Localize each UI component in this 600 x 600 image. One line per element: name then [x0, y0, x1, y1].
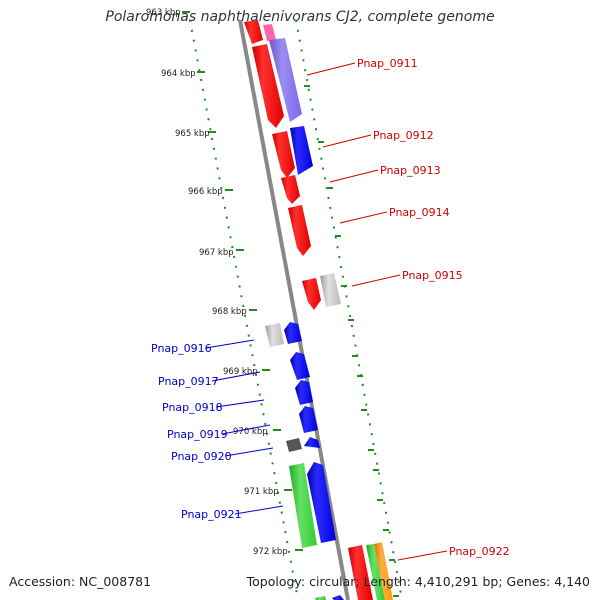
right-dotted-scale — [295, 19, 403, 600]
topology-text: Topology: circular; Length: 4,410,291 bp… — [246, 574, 590, 589]
gene-label[interactable]: Pnap_0911 — [357, 57, 418, 70]
gene-arrow-blue — [307, 462, 336, 543]
gene-arrow-blue — [299, 406, 318, 433]
gene-arrow-blue — [295, 380, 313, 405]
kbp-tick-label: 972 kbp — [253, 547, 288, 557]
left-dotted-scale — [189, 19, 299, 600]
gene-arrow-blue — [304, 437, 320, 448]
gene-label[interactable]: Pnap_0922 — [449, 545, 510, 558]
kbp-tick-label: 967 kbp — [199, 248, 234, 258]
gene-arrow-blue — [290, 126, 313, 175]
kbp-tick-label: 966 kbp — [188, 187, 223, 197]
gene-arrow-pink — [263, 24, 276, 41]
gene-arrow-red — [252, 44, 284, 128]
gene-arrow-grey — [265, 323, 284, 347]
gene-arrow-green — [366, 544, 385, 600]
genome-backbone — [238, 19, 350, 600]
kbp-tick-label: 963 kbp — [146, 8, 181, 18]
kbp-tick-label: 970 kbp — [233, 427, 268, 437]
kbp-tick-label: 968 kbp — [212, 307, 247, 317]
gene-arrow-red — [272, 131, 295, 178]
accession-text: Accession: NC_008781 — [9, 574, 152, 589]
gene-arrow-blue — [332, 595, 344, 600]
gene-label[interactable]: Pnap_0917 — [158, 375, 219, 388]
gene-label[interactable]: Pnap_0920 — [171, 450, 232, 463]
gene-label[interactable]: Pnap_0913 — [380, 164, 441, 177]
kbp-tick-label: 969 kbp — [223, 367, 258, 377]
gene-arrow-purple — [269, 38, 302, 122]
gene-label[interactable]: Pnap_0921 — [181, 508, 242, 521]
gene-label[interactable]: Pnap_0916 — [151, 342, 212, 355]
gene-arrow-green — [315, 596, 326, 600]
map-title: Polaromonas naphthalenivorans CJ2, compl… — [105, 9, 495, 25]
label-leaders — [205, 62, 448, 561]
gene-label[interactable]: Pnap_0914 — [389, 206, 450, 219]
kbp-tick-label: 964 kbp — [161, 69, 196, 79]
gene-arrow-red — [244, 20, 263, 44]
gene-arrow-darkgrey — [286, 438, 302, 452]
kbp-tick-label: 971 kbp — [244, 487, 279, 497]
gene-arrow-orange — [374, 542, 393, 600]
gene-label[interactable]: Pnap_0919 — [167, 428, 228, 441]
gene-arrow-blue — [284, 322, 302, 344]
kbp-ticks: 963 kbp 964 kbp 965 kbp 966 kbp 967 kbp 968 k… — [146, 8, 399, 597]
kbp-tick-label: 965 kbp — [175, 129, 210, 139]
gene-arrow-blue — [290, 352, 310, 380]
gene-label[interactable]: Pnap_0918 — [162, 401, 223, 414]
gene-label[interactable]: Pnap_0915 — [402, 269, 463, 282]
gene-arrow-grey — [320, 273, 341, 307]
gene-arrow-green — [289, 463, 317, 548]
gene-labels: Pnap_0911 Pnap_0912 Pnap_0913 Pnap_0914 Pnap… — [151, 57, 510, 558]
gene-arrow-red — [348, 545, 373, 600]
gene-arrow-red — [281, 175, 300, 204]
gene-arrow-red — [288, 205, 311, 256]
gene-arrow-red — [302, 278, 321, 310]
gene-label[interactable]: Pnap_0912 — [373, 129, 434, 142]
gene-arrows — [244, 20, 393, 600]
